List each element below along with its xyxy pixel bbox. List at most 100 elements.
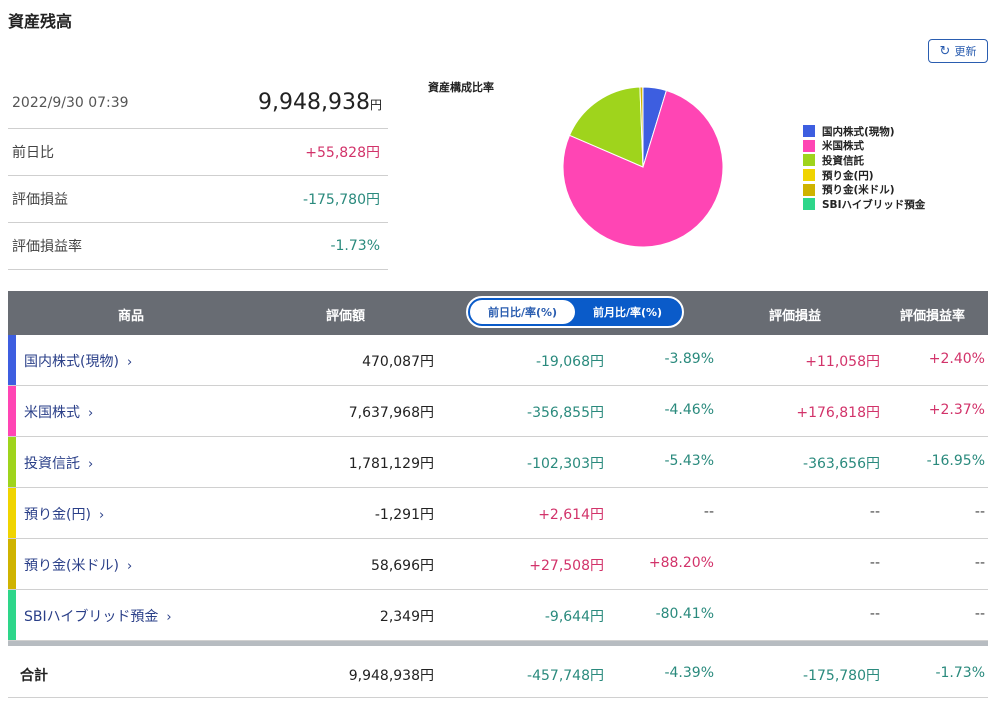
summary-row-gain: 評価損益 -175,780円 bbox=[8, 176, 388, 223]
product-name: 預り金(円) bbox=[24, 507, 91, 523]
row-diff: -19,068円 bbox=[535, 354, 604, 370]
row-value: 58,696円 bbox=[371, 558, 434, 574]
legend-swatch bbox=[803, 169, 815, 182]
category-color-bar bbox=[8, 335, 16, 385]
row-diff: +2,614円 bbox=[538, 507, 604, 523]
refresh-icon: ↻ bbox=[939, 43, 951, 59]
row-gain-rate: -- bbox=[974, 504, 985, 520]
row-rate: -- bbox=[703, 504, 714, 520]
legend-swatch bbox=[803, 198, 815, 211]
summary-row-day-change: 前日比 +55,828円 bbox=[8, 129, 388, 176]
row-diff: -356,855円 bbox=[527, 405, 604, 421]
legend-label: 米国株式 bbox=[822, 140, 864, 153]
chevron-right-icon: › bbox=[126, 355, 133, 370]
summary-total-unit: 円 bbox=[369, 98, 382, 112]
table-row: 預り金(米ドル) › 58,696円 +27,508円 +88.20% -- -- bbox=[8, 539, 988, 590]
category-color-bar bbox=[8, 386, 16, 436]
refresh-label: 更新 bbox=[954, 45, 977, 58]
row-rate: -3.89% bbox=[664, 351, 714, 367]
product-link[interactable]: 預り金(米ドル) › bbox=[24, 555, 132, 575]
total-label: 合計 bbox=[20, 668, 48, 684]
legend-item: 米国株式 bbox=[803, 139, 925, 154]
summary-value: -1.73% bbox=[330, 238, 380, 254]
legend-swatch bbox=[803, 154, 815, 167]
header-value: 評価額 bbox=[326, 309, 366, 324]
total-gain: -175,780円 bbox=[803, 668, 880, 684]
row-rate: +88.20% bbox=[648, 555, 714, 571]
period-toggle: 前日比/率(%) 前月比/率(%) bbox=[466, 296, 684, 328]
pie-legend: 国内株式(現物) 米国株式 投資信託預り金(円) 預り金(米ドル) SBIハイブリッド預… bbox=[803, 124, 925, 212]
summary-panel: 2022/9/30 07:39 9,948,938円 前日比 +55,828円 … bbox=[8, 77, 388, 270]
row-gain: -- bbox=[869, 555, 880, 571]
summary-total-row: 2022/9/30 07:39 9,948,938円 bbox=[8, 77, 388, 129]
row-gain-rate: +2.37% bbox=[928, 402, 985, 418]
legend-swatch bbox=[803, 125, 815, 138]
row-gain-rate: -- bbox=[974, 555, 985, 571]
total-gain-rate: -1.73% bbox=[935, 665, 985, 681]
table-divider bbox=[8, 641, 988, 646]
product-link[interactable]: 米国株式 › bbox=[24, 402, 93, 422]
legend-label: 国内株式(現物) bbox=[822, 125, 895, 138]
category-color-bar bbox=[8, 488, 16, 538]
row-diff: -9,644円 bbox=[544, 609, 604, 625]
row-gain-rate: +2.40% bbox=[928, 351, 985, 367]
header-gain-rate: 評価損益率 bbox=[900, 309, 966, 324]
chevron-right-icon: › bbox=[98, 508, 105, 523]
legend-item: 預り金(米ドル) bbox=[803, 182, 925, 197]
legend-label: SBIハイブリッド預金 bbox=[822, 198, 926, 211]
row-rate: -4.46% bbox=[664, 402, 714, 418]
table-row: 投資信託 › 1,781,129円 -102,303円 -5.43% -363,656円 -… bbox=[8, 437, 988, 488]
row-gain: -363,656円 bbox=[803, 456, 880, 472]
chevron-right-icon: › bbox=[166, 610, 172, 625]
product-link[interactable]: SBIハイブリッド預金 › bbox=[24, 606, 172, 626]
category-color-bar bbox=[8, 590, 16, 640]
row-gain: +176,818円 bbox=[796, 405, 880, 421]
legend-item: 投資信託 bbox=[803, 153, 925, 168]
product-link[interactable]: 預り金(円) › bbox=[24, 504, 104, 524]
chevron-right-icon: › bbox=[88, 406, 94, 421]
product-name: 国内株式(現物) bbox=[24, 354, 119, 370]
chevron-right-icon: › bbox=[126, 559, 133, 574]
total-rate: -4.39% bbox=[664, 665, 714, 681]
legend-label: 預り金(円) bbox=[822, 169, 874, 182]
pie-slice bbox=[568, 86, 644, 168]
category-color-bar bbox=[8, 539, 16, 589]
asset-pie-chart bbox=[562, 86, 724, 248]
summary-row-gain-rate: 評価損益率 -1.73% bbox=[8, 223, 388, 270]
row-value: -1,291円 bbox=[374, 507, 434, 523]
row-value: 1,781,129円 bbox=[348, 456, 434, 472]
refresh-button[interactable]: ↻ 更新 bbox=[928, 39, 988, 63]
row-rate: -5.43% bbox=[664, 453, 714, 469]
legend-swatch bbox=[803, 139, 815, 152]
row-value: 470,087円 bbox=[362, 354, 434, 370]
summary-total-value: 9,948,938 bbox=[258, 90, 370, 115]
table-row: SBIハイブリッド預金 › 2,349円 -9,644円 -80.41% -- -- bbox=[8, 590, 988, 641]
summary-datetime: 2022/9/30 07:39 bbox=[12, 94, 129, 111]
row-gain: -- bbox=[869, 606, 880, 622]
table-total-row: 合計 9,948,938円 -457,748円 -4.39% -175,780円… bbox=[8, 646, 988, 698]
legend-item: 預り金(円) bbox=[803, 168, 925, 183]
table-header: 商品 評価額 前日比/率(%) 前月比/率(%) 評価損益 評価損益率 bbox=[8, 291, 988, 335]
row-gain-rate: -16.95% bbox=[926, 453, 985, 469]
table-row: 米国株式 › 7,637,968円 -356,855円 -4.46% +176,818円 +… bbox=[8, 386, 988, 437]
summary-label: 前日比 bbox=[12, 145, 54, 161]
toggle-day-option[interactable]: 前日比/率(%) bbox=[470, 300, 575, 324]
product-link[interactable]: 国内株式(現物) › bbox=[24, 351, 132, 371]
total-diff: -457,748円 bbox=[527, 668, 604, 684]
product-link[interactable]: 投資信託 › bbox=[24, 453, 93, 473]
legend-swatch bbox=[803, 183, 815, 196]
row-rate: -80.41% bbox=[655, 606, 714, 622]
toggle-month-option[interactable]: 前月比/率(%) bbox=[575, 300, 680, 324]
product-name: 米国株式 bbox=[24, 405, 80, 421]
summary-value: -175,780円 bbox=[303, 192, 380, 208]
row-value: 2,349円 bbox=[379, 609, 434, 625]
table-row: 預り金(円) › -1,291円 +2,614円 -- -- -- bbox=[8, 488, 988, 539]
row-value: 7,637,968円 bbox=[348, 405, 434, 421]
table-body: 国内株式(現物) › 470,087円 -19,068円 -3.89% +11,058円 +… bbox=[8, 335, 988, 641]
pie-title: 資産構成比率 bbox=[428, 81, 494, 94]
summary-total: 9,948,938円 bbox=[258, 90, 388, 115]
product-name: SBIハイブリッド預金 bbox=[24, 609, 159, 625]
table-row: 国内株式(現物) › 470,087円 -19,068円 -3.89% +11,058円 +… bbox=[8, 335, 988, 386]
row-gain-rate: -- bbox=[974, 606, 985, 622]
legend-label: 投資信託 bbox=[822, 154, 864, 167]
